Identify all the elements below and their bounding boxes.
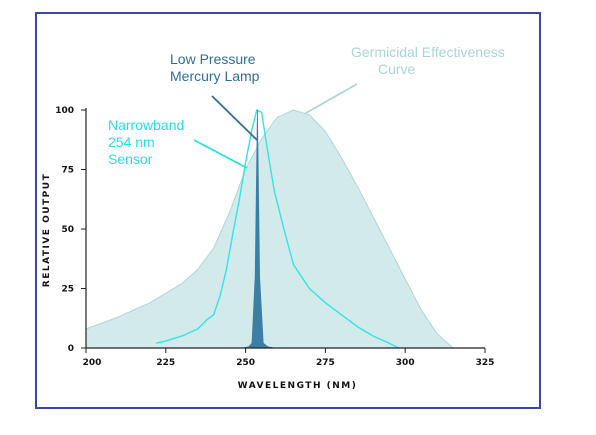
x-tick-label: 300 [396, 358, 415, 368]
x-tick-label: 275 [316, 358, 335, 368]
sensor-label-line1: Narrowband [108, 117, 184, 133]
germicidal-label-line1: Germicidal Effectiveness [351, 44, 505, 60]
x-tick-label: 200 [83, 358, 102, 368]
chart-frame [35, 12, 541, 409]
lamp-label-line2: Mercury Lamp [170, 68, 260, 84]
x-tick-label: 250 [236, 358, 255, 368]
sensor-leader-line [193, 139, 248, 169]
x-tick-label: 225 [156, 358, 175, 368]
y-tick-label: 100 [55, 106, 74, 116]
x-axis-label: WAVELENGTH (NM) [238, 381, 358, 391]
y-axis-label: RELATIVE OUTPUT [42, 173, 52, 287]
y-tick-label: 0 [68, 344, 74, 354]
y-tick-label: 25 [61, 285, 74, 295]
y-tick-label: 75 [61, 166, 74, 176]
germicidal-label-line2: Curve [378, 61, 416, 77]
germicidal-leader-line [305, 83, 358, 114]
sensor-label-line3: Sensor [108, 151, 153, 167]
germicidal-curve-area [85, 109, 455, 349]
lamp-label-line1: Low Pressure [170, 51, 256, 67]
sensor-curve [156, 109, 400, 349]
sensor-label-line2: 254 nm [108, 134, 155, 150]
x-tick-label: 325 [476, 358, 495, 368]
y-tick-label: 50 [61, 225, 74, 235]
lamp-leader-line [211, 95, 258, 141]
